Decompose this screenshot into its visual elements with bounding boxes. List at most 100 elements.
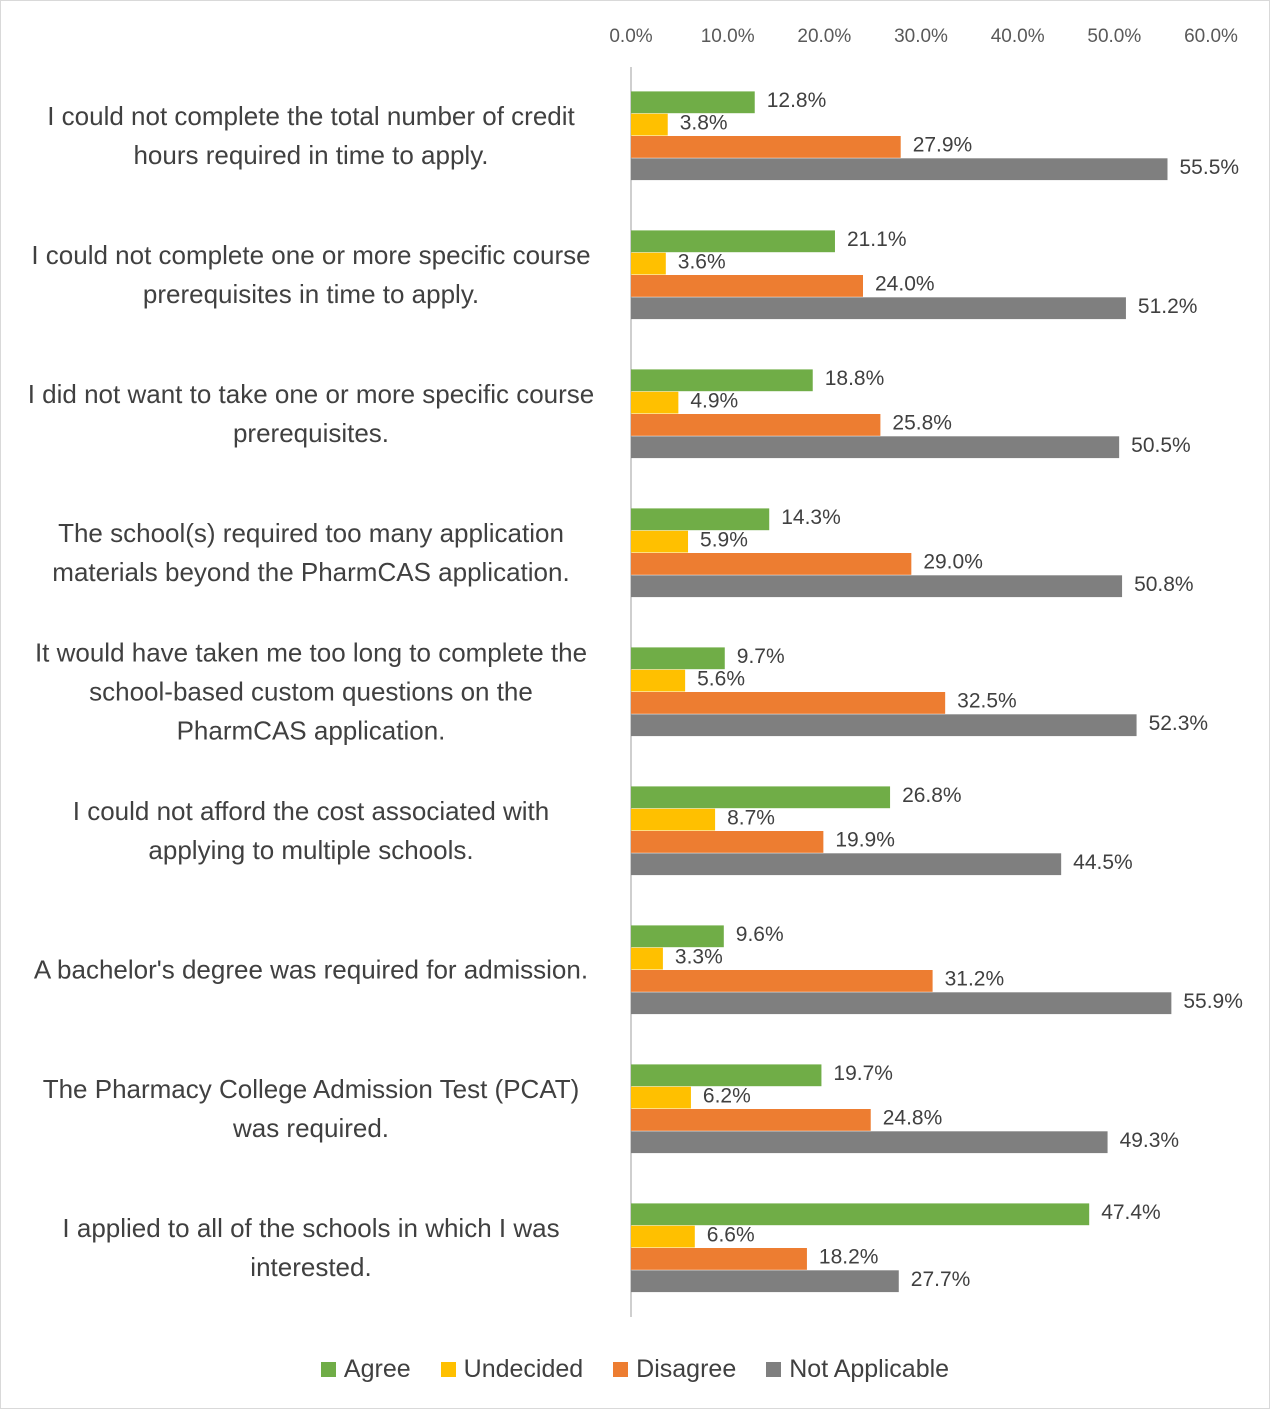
bar — [631, 992, 1172, 1015]
bar — [631, 297, 1126, 320]
value-label: 29.0% — [923, 551, 983, 574]
legend-item: Disagree — [613, 1355, 736, 1384]
value-label: 19.7% — [833, 1062, 893, 1085]
value-label: 51.2% — [1138, 295, 1198, 318]
bar — [631, 136, 901, 158]
bar — [631, 1064, 822, 1087]
bar — [631, 275, 863, 297]
legend-swatch — [766, 1362, 782, 1377]
legend-item: Not Applicable — [766, 1355, 949, 1384]
x-tick-label: 20.0% — [797, 26, 851, 47]
bar — [631, 1270, 899, 1293]
value-label: 6.6% — [707, 1223, 755, 1246]
value-label: 47.4% — [1101, 1201, 1161, 1224]
value-label: 5.9% — [700, 528, 748, 551]
value-label: 55.5% — [1180, 156, 1240, 179]
value-label: 3.3% — [675, 945, 723, 968]
value-label: 6.2% — [703, 1084, 751, 1107]
bar — [631, 808, 716, 831]
bar — [631, 391, 679, 414]
bar — [631, 669, 686, 692]
value-label: 8.7% — [727, 806, 775, 829]
bar — [631, 1086, 691, 1109]
bar — [631, 647, 725, 670]
category-label: I did not want to take one or more speci… — [27, 379, 595, 448]
bar — [631, 947, 663, 970]
value-label: 9.7% — [737, 645, 785, 668]
value-label: 25.8% — [892, 412, 952, 435]
category-label: I could not complete the total number of… — [47, 101, 575, 170]
category-label: I could not complete one or more specifi… — [31, 240, 591, 309]
bar — [631, 575, 1123, 598]
bar — [631, 786, 891, 809]
bar — [631, 692, 946, 714]
value-label: 18.2% — [819, 1246, 879, 1269]
category-label: A bachelor's degree was required for adm… — [33, 954, 589, 985]
bar — [631, 714, 1137, 737]
bar — [631, 158, 1168, 181]
bar — [631, 252, 666, 275]
value-label: 52.3% — [1149, 712, 1209, 735]
legend-label: Agree — [343, 1355, 411, 1383]
value-label: 26.8% — [902, 784, 962, 807]
value-label: 27.7% — [911, 1268, 971, 1291]
category-label: The Pharmacy College Admission Test (PCA… — [42, 1074, 580, 1143]
value-label: 27.9% — [913, 134, 973, 157]
bar — [631, 508, 770, 531]
legend-label: Not Applicable — [789, 1355, 950, 1383]
value-label: 55.9% — [1183, 990, 1243, 1013]
value-label: 24.0% — [875, 273, 935, 296]
value-label: 21.1% — [847, 228, 907, 251]
bar — [631, 925, 724, 948]
value-label: 18.8% — [825, 367, 885, 390]
legend: Agree Undecided Disagree Not Applicable — [1, 1355, 1269, 1384]
bar — [631, 853, 1062, 876]
bar — [631, 1248, 807, 1270]
bar — [631, 369, 813, 392]
bar — [631, 970, 933, 992]
x-tick-label: 40.0% — [991, 26, 1045, 47]
legend-swatch — [440, 1362, 456, 1377]
legend-label: Undecided — [463, 1355, 584, 1383]
value-label: 44.5% — [1073, 851, 1133, 874]
bar — [631, 1225, 695, 1248]
x-tick-label: 0.0% — [609, 26, 652, 47]
bar — [631, 230, 835, 253]
legend-item: Agree — [320, 1355, 411, 1384]
value-label: 14.3% — [781, 506, 841, 529]
bar — [631, 530, 689, 553]
value-label: 4.9% — [690, 389, 738, 412]
value-label: 24.8% — [883, 1107, 943, 1130]
value-label: 50.5% — [1131, 434, 1191, 457]
bar — [631, 1131, 1108, 1154]
bar — [631, 1203, 1090, 1226]
legend-item: Undecided — [440, 1355, 584, 1384]
value-label: 3.8% — [680, 111, 728, 134]
legend-label: Disagree — [636, 1355, 737, 1383]
value-label: 3.6% — [678, 250, 726, 273]
legend-swatch — [320, 1362, 336, 1377]
legend-swatch — [613, 1362, 629, 1377]
value-label: 19.9% — [835, 829, 895, 852]
category-label: The school(s) required too many applicat… — [52, 518, 570, 587]
bar — [631, 436, 1120, 459]
value-label: 49.3% — [1120, 1129, 1180, 1152]
value-label: 5.6% — [697, 667, 745, 690]
bar — [631, 831, 824, 853]
bar — [631, 91, 755, 114]
bar — [631, 414, 881, 436]
value-label: 12.8% — [767, 89, 827, 112]
category-label: It would have taken me too long to compl… — [34, 637, 588, 746]
bar — [631, 113, 668, 136]
value-label: 50.8% — [1134, 573, 1194, 596]
category-label: I applied to all of the schools in which… — [62, 1213, 560, 1282]
value-label: 9.6% — [736, 923, 784, 946]
x-tick-label: 30.0% — [894, 26, 948, 47]
value-label: 32.5% — [957, 690, 1017, 713]
x-tick-label: 50.0% — [1087, 26, 1141, 47]
bar — [631, 1109, 871, 1131]
x-tick-label: 10.0% — [701, 26, 755, 47]
bar — [631, 553, 912, 575]
x-tick-label: 60.0% — [1184, 26, 1238, 47]
